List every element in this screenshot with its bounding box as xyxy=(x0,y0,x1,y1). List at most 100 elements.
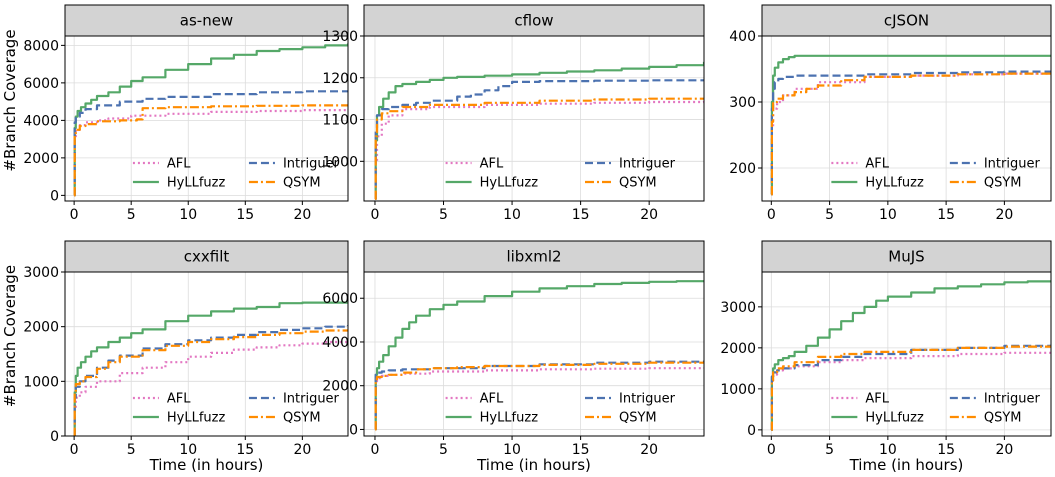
series-line-hyllfuzz xyxy=(73,43,348,197)
series-line-afl xyxy=(73,109,348,197)
y-tick-label: 1100 xyxy=(322,113,358,129)
plot-frame xyxy=(64,35,349,202)
legend-label-afl: AFL xyxy=(480,392,504,407)
plot-frame xyxy=(363,35,705,202)
plot-frame xyxy=(761,35,1052,202)
x-axis-title: Time (in hours) xyxy=(849,456,964,474)
series-line-intriguer xyxy=(73,90,348,197)
x-tick-label: 15 xyxy=(236,207,254,223)
panel-cjson: cJSON 0 5 10 15 20 200 300 400 AFL Intriguer HyLLfu… xyxy=(729,4,1052,223)
x-axis-title: Time (in hours) xyxy=(476,456,591,474)
y-tick-label: 2000 xyxy=(23,320,59,336)
series-line-hyllfuzz xyxy=(770,280,1051,431)
legend-label-afl: AFL xyxy=(865,392,889,407)
x-tick-label: 15 xyxy=(937,207,955,223)
plot-frame xyxy=(363,271,705,437)
series-line-hyllfuzz xyxy=(374,280,704,431)
y-tick-label: 8000 xyxy=(23,38,59,54)
y-tick-label: 1000 xyxy=(322,154,358,170)
series-line-afl xyxy=(374,367,704,431)
y-tick-label: 200 xyxy=(729,161,756,177)
x-tick-label: 5 xyxy=(439,207,448,223)
series-line-hyllfuzz xyxy=(374,61,704,200)
legend-label-hyllfuzz: HyLLfuzz xyxy=(865,176,924,191)
y-tick-label: 2000 xyxy=(322,379,358,395)
legend: AFL Intriguer HyLLfuzz QSYM xyxy=(132,157,340,191)
legend: AFL Intriguer HyLLfuzz QSYM xyxy=(445,392,676,426)
x-tick-label: 5 xyxy=(439,442,448,458)
x-axis-title: Time (in hours) xyxy=(149,456,264,474)
series-line-qsym xyxy=(374,97,704,200)
x-tick-label: 5 xyxy=(825,442,834,458)
panel-title-strip xyxy=(64,4,349,37)
x-tick-label: 20 xyxy=(995,207,1013,223)
y-tick-label: 0 xyxy=(50,429,59,445)
series-line-afl xyxy=(374,100,704,200)
panel-title: MuJS xyxy=(888,248,924,266)
y-tick-label: 6000 xyxy=(23,76,59,92)
legend-label-afl: AFL xyxy=(865,157,889,172)
series-line-afl xyxy=(73,340,348,436)
y-tick-label: 1300 xyxy=(322,29,358,45)
legend: AFL Intriguer HyLLfuzz QSYM xyxy=(445,157,676,191)
legend-label-intriguer: Intriguer xyxy=(283,157,340,172)
y-tick-label: 1200 xyxy=(322,71,358,87)
legend-label-hyllfuzz: HyLLfuzz xyxy=(167,176,226,191)
x-tick-label: 15 xyxy=(572,207,590,223)
legend: AFL Intriguer HyLLfuzz QSYM xyxy=(831,392,1040,426)
panel-cflow: cflow 0 5 10 15 20 1000 1100 1200 1300 AFL Intrigue… xyxy=(322,4,705,223)
plot-frame xyxy=(761,271,1052,437)
series-line-qsym xyxy=(770,72,1051,196)
panel-as-new: as-new 0 5 10 15 20 0 2000 4000 6000 8000 AFL Intrig… xyxy=(1,4,349,223)
legend-label-afl: AFL xyxy=(167,392,191,407)
x-tick-label: 20 xyxy=(293,207,311,223)
x-tick-label: 15 xyxy=(937,442,955,458)
x-tick-label: 0 xyxy=(371,442,380,458)
series-group xyxy=(73,301,348,436)
series-line-qsym xyxy=(73,329,348,436)
panel-cxxfilt: cxxfilt 0 5 10 15 20 0 1000 2000 3000 AFL Intriguer… xyxy=(1,240,349,474)
series-line-qsym xyxy=(374,361,704,431)
y-tick-label: 0 xyxy=(50,188,59,204)
x-tick-label: 20 xyxy=(995,442,1013,458)
panel-title: as-new xyxy=(180,12,233,30)
series-group xyxy=(374,280,704,431)
x-tick-label: 0 xyxy=(70,442,79,458)
x-tick-label: 0 xyxy=(767,207,776,223)
x-tick-label: 0 xyxy=(371,207,380,223)
x-tick-label: 0 xyxy=(70,207,79,223)
legend-label-qsym: QSYM xyxy=(984,176,1022,191)
legend-label-qsym: QSYM xyxy=(283,411,321,426)
y-tick-label: 1000 xyxy=(720,382,756,398)
plot-frame xyxy=(64,271,349,437)
x-tick-label: 20 xyxy=(640,442,658,458)
legend-label-qsym: QSYM xyxy=(984,411,1022,426)
legend-label-qsym: QSYM xyxy=(619,411,657,426)
legend-label-afl: AFL xyxy=(480,157,504,172)
x-tick-label: 10 xyxy=(503,207,521,223)
series-group xyxy=(374,61,704,200)
series-line-intriguer xyxy=(374,79,704,200)
y-tick-label: 3000 xyxy=(720,300,756,316)
panel-title-strip xyxy=(64,240,349,273)
panel-title: cxxfilt xyxy=(184,248,230,266)
x-tick-label: 5 xyxy=(825,207,834,223)
panel-title-strip xyxy=(761,240,1052,273)
y-tick-label: 0 xyxy=(747,423,756,439)
legend-label-intriguer: Intriguer xyxy=(619,392,676,407)
legend-label-intriguer: Intriguer xyxy=(984,392,1041,407)
y-tick-label: 2000 xyxy=(23,151,59,167)
y-tick-label: 2000 xyxy=(720,341,756,357)
y-tick-label: 1000 xyxy=(23,374,59,390)
y-tick-label: 400 xyxy=(729,29,756,45)
panel-title: cJSON xyxy=(884,12,929,30)
x-tick-label: 10 xyxy=(503,442,521,458)
legend-label-intriguer: Intriguer xyxy=(283,392,340,407)
panel-title: cflow xyxy=(514,12,553,30)
x-tick-label: 20 xyxy=(293,442,311,458)
legend: AFL Intriguer HyLLfuzz QSYM xyxy=(831,157,1040,191)
y-tick-label: 0 xyxy=(349,422,358,438)
y-tick-label: 300 xyxy=(729,95,756,111)
x-tick-label: 15 xyxy=(236,442,254,458)
